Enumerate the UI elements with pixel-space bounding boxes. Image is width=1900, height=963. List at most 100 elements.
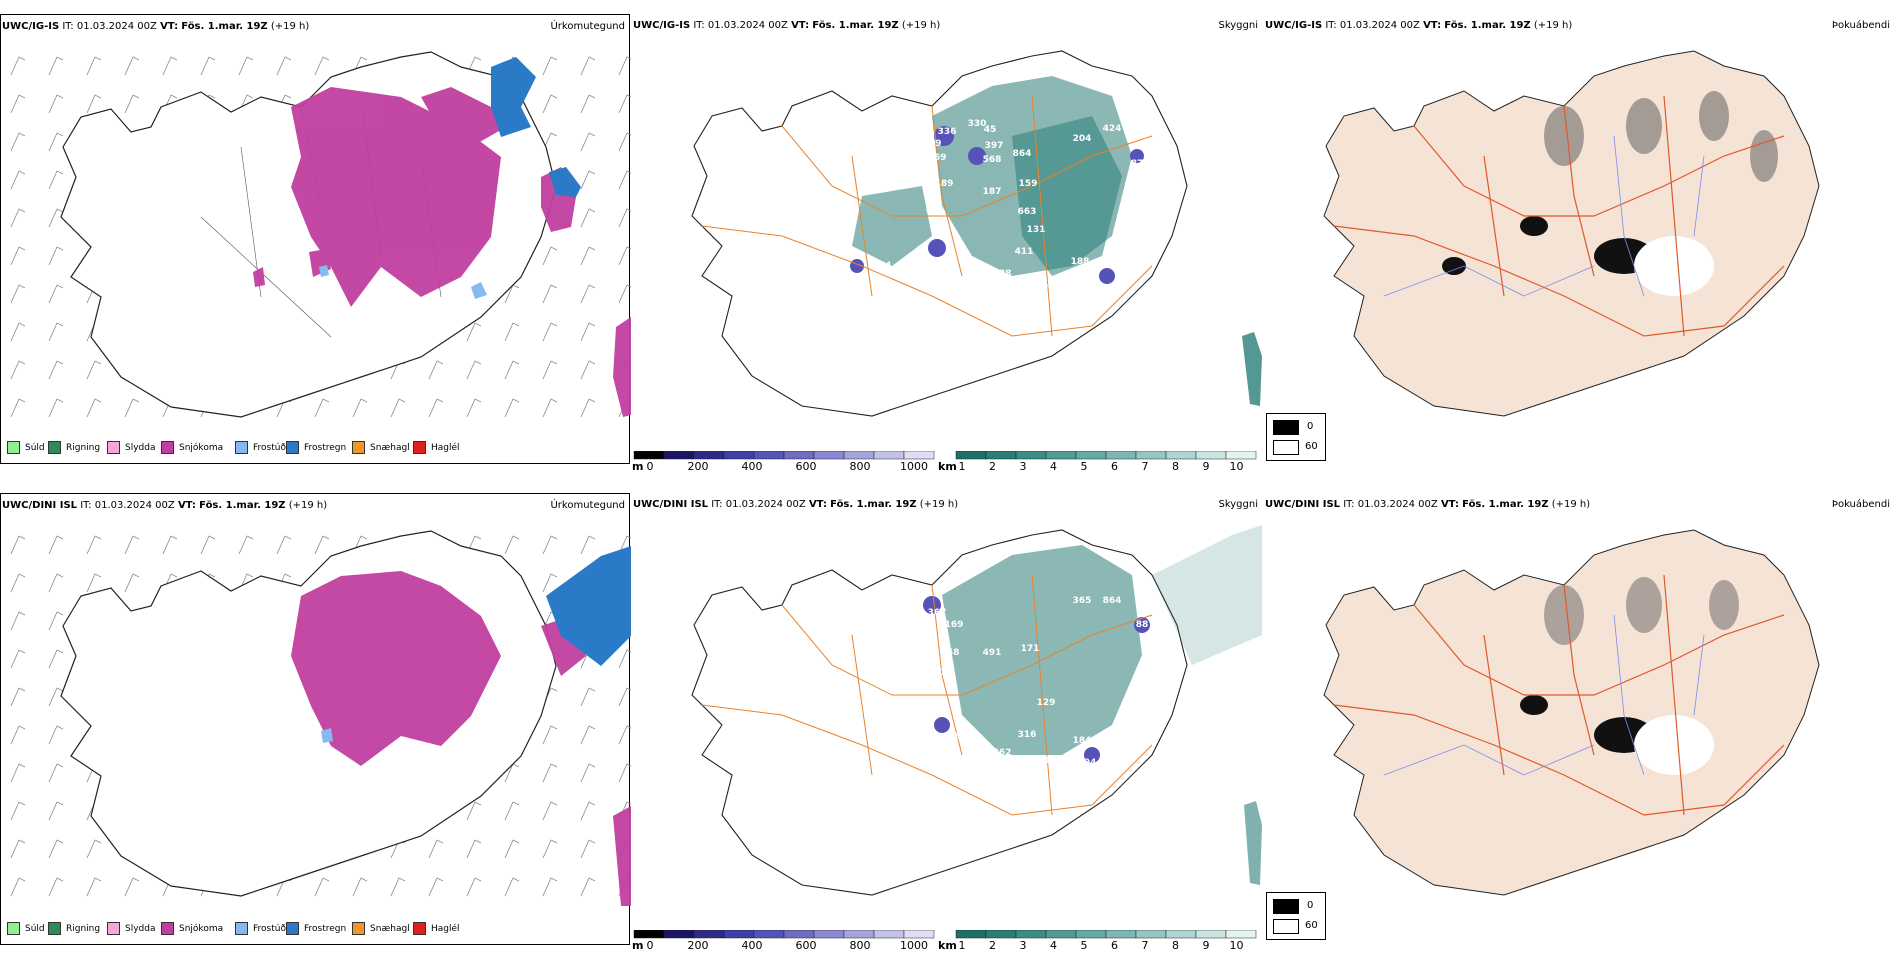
cloudbase-value-label: 159 [1019,179,1038,189]
wind-barb [48,763,64,783]
cloudbase-value-label: 275 [908,171,927,181]
colorbar-tick: 400 [741,939,763,952]
fog-light-swatch [1273,440,1299,455]
cloudbase-value-label: 491 [983,648,1002,658]
wind-barb [504,322,520,342]
cloudbase-value-label: 87 [1131,159,1144,169]
colorbar-tick: 5 [1080,460,1088,473]
wind-barb [48,284,64,304]
wind-barb [466,877,482,897]
precip-type-panel-2: UWC/DINI ISL IT: 01.03.2024 00Z VT: Fös.… [0,493,631,945]
cloudbase-value-label: 251 [969,758,988,768]
wind-barb [542,56,558,76]
colorbar-cell [723,451,755,460]
wind-barb [466,322,482,342]
wind-barb [48,360,64,380]
wind-barb [580,535,596,555]
cloudbase-value-label: 194 [1078,758,1097,768]
colorbar-cell [903,930,935,939]
wind-barb [48,208,64,228]
wind-barb [86,94,102,114]
wind-barb [618,56,631,76]
wind-barb [10,132,26,152]
wind-barb [428,398,444,418]
cloudbase-value-label: 169 [928,153,947,163]
wind-barb [48,56,64,76]
wind-barb [542,398,558,418]
wind-barb [276,535,292,555]
wind-barb [390,398,406,418]
colorbar-tick: 800 [849,460,871,473]
legend-label: Slydda [125,923,156,934]
wind-barb [48,132,64,152]
legend-label: Súld [25,923,45,934]
wind-barb [618,170,631,190]
wind-barb [10,839,26,859]
colorbar-tick: 1000 [900,939,928,952]
visibility-unit: km [938,939,957,952]
wind-barb [580,687,596,707]
colorbar-tick: 0 [646,939,654,952]
cloudbase-value-label: 424 [1103,124,1122,134]
cloudbase-value-label: 122 [1045,756,1064,766]
legend-item: Frostúði [235,922,288,935]
wind-barb [580,246,596,266]
wind-barb [466,839,482,859]
colorbar-cell [1105,930,1137,939]
cloudbase-colorbar [633,930,1257,939]
legend-label: Haglél [431,442,460,453]
legend-swatch [286,922,299,935]
panel-variable: Þokuábendi [1831,20,1890,31]
colorbar-tick: 400 [741,460,763,473]
cloudbase-value-label: 43 [871,738,884,748]
fog-dark-swatch [1273,899,1299,914]
legend-swatch [352,441,365,454]
colorbar-cell [1075,930,1107,939]
legend-label: Súld [25,442,45,453]
wind-barb [10,360,26,380]
fog-light-label: 60 [1305,441,1318,452]
cloudbase-value-label: 330 [968,119,987,129]
cloudbase-unit: m [632,939,644,952]
wind-barb [580,725,596,745]
panel-title: UWC/DINI ISL IT: 01.03.2024 00Z VT: Fös.… [1265,499,1591,510]
fog-legend-2: 0 60 [1266,892,1326,940]
colorbar-cell [1075,451,1107,460]
colorbar-tick: 200 [687,460,709,473]
wind-barb [86,56,102,76]
legend-swatch [235,922,248,935]
wind-barb [10,611,26,631]
cloudbase-value-label: 336 [938,127,957,137]
colorbar-cell [1045,930,1077,939]
wind-barb [10,535,26,555]
cloudbase-value-label: 161 [975,281,994,291]
precip-legend: Súld Rigning Slydda Snjókoma Frostúði Frostre… [1,920,629,938]
colorbar-cell [955,451,987,460]
wind-barb [542,877,558,897]
colorbar-tick: 6 [1111,939,1118,952]
panel-variable: Úrkomutegund [550,21,625,32]
wind-barb [428,839,444,859]
wind-barb [428,877,444,897]
cloudbase-value-label: 129 [1037,698,1056,708]
wind-barb [124,56,140,76]
legend-label: Snjókoma [179,442,224,453]
wind-barb [162,56,178,76]
wind-barb [580,170,596,190]
wind-barb [10,208,26,228]
wind-barb [580,208,596,228]
cloudbase-value-label: 864 [1103,596,1122,606]
panel-variable: Skyggni [1218,20,1258,31]
colorbar-tick: 800 [849,939,871,952]
wind-barb [466,360,482,380]
colorbar-cell [1015,451,1047,460]
cloudbase-value-label: 144 [873,261,892,271]
colorbar-cell [955,930,987,939]
wind-barb [86,839,102,859]
wind-barb [48,94,64,114]
cloudbase-value-label: 111 [933,261,952,271]
cloudbase-value-label: 153 [931,744,950,754]
colorbar-tick: 1000 [900,460,928,473]
colorbar-cell [903,451,935,460]
